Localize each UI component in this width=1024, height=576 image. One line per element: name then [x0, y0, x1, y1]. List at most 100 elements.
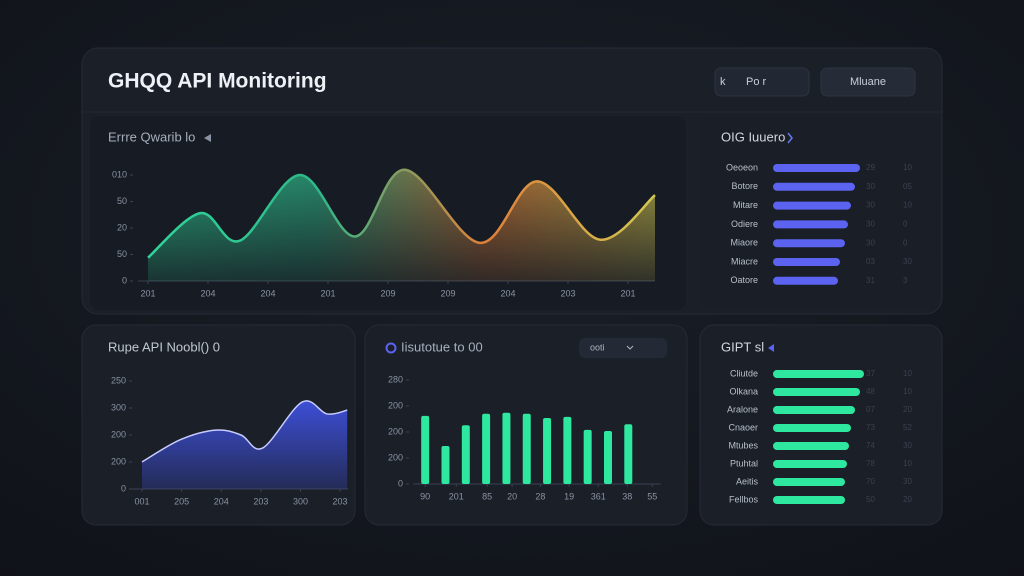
- y-tick-label: 0: [122, 275, 127, 285]
- stat: 03: [866, 257, 875, 266]
- button[interactable]: [714, 67, 810, 97]
- x-tick-label: 361: [591, 491, 606, 501]
- bar: [773, 442, 849, 450]
- x-tick-label: 201: [140, 288, 155, 298]
- x-tick-label: 19: [564, 491, 574, 501]
- y-tick-label: 0: [398, 478, 403, 488]
- stat: 30: [866, 238, 875, 247]
- stat: 31: [866, 276, 875, 285]
- bar: [773, 424, 851, 432]
- x-tick-label: 204: [214, 496, 229, 506]
- bar: [482, 413, 491, 484]
- x-tick-label: 201: [620, 288, 635, 298]
- x-tick-label: 38: [622, 491, 632, 501]
- stat: 70: [866, 477, 875, 486]
- bar: [421, 415, 430, 484]
- bar: [502, 412, 511, 484]
- bar: [773, 201, 851, 210]
- stat: 29: [866, 163, 875, 172]
- stat: 20: [903, 495, 912, 504]
- x-tick-label: 001: [134, 496, 149, 506]
- bar: [773, 406, 855, 414]
- x-tick-label: 201: [449, 491, 464, 501]
- stat: 10: [903, 459, 912, 468]
- panel-title: Rupe API Noobl() 0: [108, 339, 220, 354]
- stat: 0: [903, 220, 908, 229]
- bar: [773, 370, 864, 378]
- stat: 30: [903, 441, 912, 450]
- icon: [626, 345, 634, 350]
- bar: [624, 424, 633, 484]
- button-icon: k: [720, 76, 726, 88]
- bar: [773, 220, 848, 229]
- stat: 30: [903, 257, 912, 266]
- stat: 20: [903, 405, 912, 414]
- stat: 05: [903, 182, 912, 191]
- x-tick-label: 85: [482, 491, 492, 501]
- button-label: Mluane: [850, 76, 886, 88]
- x-tick-label: 203: [560, 288, 575, 298]
- bar: [773, 239, 845, 248]
- x-tick-label: 20: [507, 491, 517, 501]
- stat: 73: [866, 423, 875, 432]
- stat: 30: [866, 182, 875, 191]
- area-line: [141, 400, 348, 463]
- stat: 30: [903, 477, 912, 486]
- stat: 74: [866, 441, 875, 450]
- bar: [773, 388, 860, 396]
- bar: [563, 416, 572, 484]
- row-label: Aralone: [727, 404, 758, 414]
- bar: [773, 276, 838, 285]
- row-label: Cliutde: [730, 368, 758, 378]
- row-label: Oatore: [730, 275, 758, 285]
- x-tick-label: 300: [293, 496, 308, 506]
- dropdown[interactable]: [579, 338, 667, 358]
- bar: [773, 478, 845, 486]
- row-label: Oeoeon: [726, 162, 758, 172]
- y-tick-label: 50: [117, 249, 127, 259]
- bar: [583, 429, 592, 484]
- stat: 78: [866, 459, 875, 468]
- bar: [773, 496, 845, 504]
- y-tick-label: 010: [112, 169, 127, 179]
- y-tick-label: 200: [111, 456, 126, 466]
- stat: 52: [903, 423, 912, 432]
- bar: [461, 425, 470, 484]
- stat: 30: [866, 201, 875, 210]
- x-tick-label: 203: [253, 496, 268, 506]
- row-label: Cnaoer: [728, 422, 758, 432]
- bar: [441, 446, 450, 484]
- x-tick-label: 55: [647, 491, 657, 501]
- x-tick-label: 203: [333, 496, 348, 506]
- row-label: Miacre: [731, 256, 758, 266]
- button[interactable]: [820, 67, 916, 97]
- stat: 10: [903, 201, 912, 210]
- icon: [768, 344, 774, 352]
- x-tick-label: 201: [320, 288, 335, 298]
- y-tick-label: 250: [111, 375, 126, 385]
- row-label: Olkana: [729, 386, 758, 396]
- stat: 10: [903, 369, 912, 378]
- y-tick-label: 0: [121, 483, 126, 493]
- x-tick-label: 209: [440, 288, 455, 298]
- icon: [385, 342, 397, 354]
- bar: [773, 182, 855, 191]
- stat: 10: [903, 387, 912, 396]
- row-label: Miaore: [730, 238, 758, 248]
- row-label: Botore: [731, 181, 758, 191]
- row-label: Aeitis: [736, 476, 759, 486]
- panel-title: GIPT sl: [721, 339, 764, 354]
- y-tick-label: 200: [111, 429, 126, 439]
- button-label: Po r: [746, 76, 767, 88]
- bar: [773, 258, 840, 266]
- stat: 0: [903, 238, 908, 247]
- area-fill: [142, 400, 348, 489]
- stat: 37: [866, 369, 875, 378]
- x-tick-label: 204: [200, 288, 215, 298]
- bar: [773, 460, 847, 468]
- x-tick-label: 209: [380, 288, 395, 298]
- x-tick-label: 90: [420, 491, 430, 501]
- stat: 30: [866, 220, 875, 229]
- stat: 07: [866, 405, 875, 414]
